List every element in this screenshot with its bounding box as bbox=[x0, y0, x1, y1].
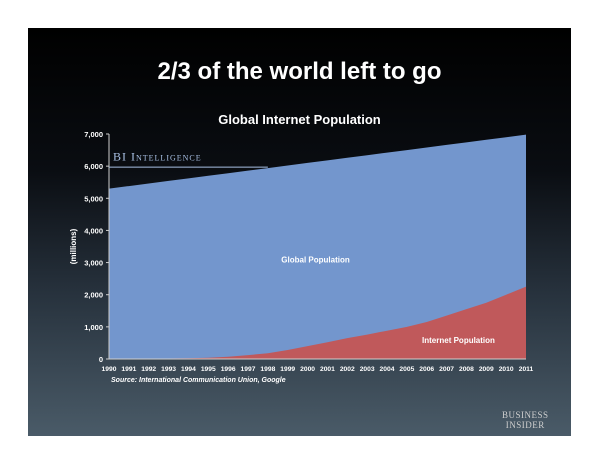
x-tick-label: 1992 bbox=[141, 366, 156, 373]
y-tick-label: 6,000 bbox=[84, 162, 103, 171]
x-tick-label: 1995 bbox=[201, 366, 216, 373]
internet-population-label: Internet Population bbox=[422, 336, 495, 345]
global-population-area bbox=[109, 134, 526, 359]
source-note: Source: International Communication Unio… bbox=[111, 377, 286, 384]
x-tick-label: 2001 bbox=[320, 366, 335, 373]
x-tick-label: 2010 bbox=[499, 366, 514, 373]
y-tick-label: 4,000 bbox=[84, 226, 103, 235]
x-tick-label: 1994 bbox=[181, 366, 196, 373]
y-tick-label: 2,000 bbox=[84, 291, 103, 300]
x-tick-label: 2003 bbox=[360, 366, 375, 373]
bi-intelligence-label: BI Intelligence bbox=[113, 150, 202, 164]
x-tick-label: 2005 bbox=[399, 366, 414, 373]
y-tick-label: 3,000 bbox=[84, 259, 103, 268]
y-axis-label: (millions) bbox=[69, 228, 78, 264]
logo-line-2: INSIDER bbox=[505, 420, 545, 430]
y-tick-label: 5,000 bbox=[84, 194, 103, 203]
y-tick-label: 7,000 bbox=[84, 130, 103, 139]
global-population-label: Global Population bbox=[281, 256, 350, 265]
logo-line-1: BUSINESS bbox=[502, 410, 549, 420]
x-tick-label: 1998 bbox=[260, 366, 275, 373]
x-tick-label: 1997 bbox=[241, 366, 256, 373]
x-tick-label: 2000 bbox=[300, 366, 315, 373]
y-tick-label: 1,000 bbox=[84, 323, 103, 332]
x-tick-label: 1991 bbox=[121, 366, 136, 373]
x-tick-label: 2009 bbox=[479, 366, 494, 373]
x-tick-label: 2002 bbox=[340, 366, 355, 373]
x-tick-label: 1990 bbox=[102, 366, 117, 373]
area-chart: 0 1,000 2,000 3,000 4,000 5,000 6,000 7,000 1990… bbox=[69, 130, 534, 373]
x-tick-label: 2006 bbox=[419, 366, 434, 373]
y-tick-label: 0 bbox=[99, 355, 103, 364]
business-insider-logo: BUSINESS INSIDER bbox=[502, 410, 549, 430]
x-tick-label: 2011 bbox=[519, 366, 534, 373]
x-tick-label: 2008 bbox=[459, 366, 474, 373]
x-tick-label: 1999 bbox=[280, 366, 295, 373]
x-tick-label: 1996 bbox=[221, 366, 236, 373]
x-tick-label: 2007 bbox=[439, 366, 454, 373]
x-tick-label: 2004 bbox=[380, 366, 395, 373]
chart-title: Global Internet Population bbox=[218, 112, 381, 127]
internet-population-area bbox=[109, 286, 526, 359]
x-tick-label: 1993 bbox=[161, 366, 176, 373]
slide: 2/3 of the world left to go Global Inter… bbox=[28, 28, 571, 436]
slide-title: 2/3 of the world left to go bbox=[157, 58, 442, 85]
